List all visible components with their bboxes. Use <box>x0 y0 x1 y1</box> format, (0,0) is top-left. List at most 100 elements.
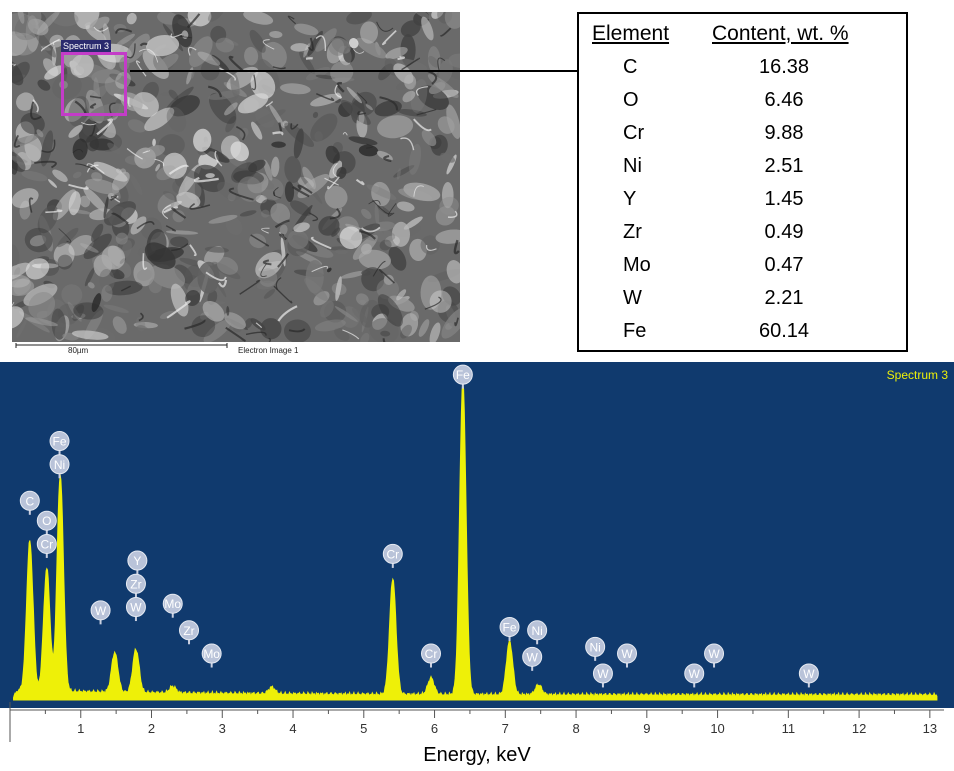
x-axis-band <box>0 708 954 742</box>
spectrum-region-box <box>61 52 127 116</box>
peak-label: Cr <box>36 533 57 558</box>
sem-info-bar <box>12 342 460 356</box>
svg-text:Fe: Fe <box>53 435 67 449</box>
x-tick-label: 13 <box>923 721 937 736</box>
content-cell: 9.88 <box>764 122 804 144</box>
table-row: Y 1.45 <box>579 188 906 222</box>
peak-label: Ni <box>527 620 548 645</box>
svg-text:W: W <box>708 647 720 661</box>
svg-text:Cr: Cr <box>425 647 438 661</box>
peak-label: W <box>704 643 725 668</box>
peak-label: W <box>798 663 819 688</box>
peak-label: W <box>684 663 705 688</box>
peak-label: W <box>592 663 613 688</box>
x-tick-label: 7 <box>502 721 509 736</box>
electron-image-label: Electron Image 1 <box>238 346 299 355</box>
x-tick-label: 9 <box>643 721 650 736</box>
content-cell: 2.51 <box>764 155 804 177</box>
x-axis-label: Energy, keV <box>423 744 531 766</box>
svg-text:O: O <box>42 514 51 528</box>
peak-label: Fe <box>452 364 473 389</box>
scale-bar-icon <box>15 343 228 348</box>
table-row: O 6.46 <box>579 89 906 123</box>
table-row: Zr 0.49 <box>579 221 906 255</box>
content-cell: 2.21 <box>764 287 804 309</box>
spectrum-region-label: Spectrum 3 <box>61 40 112 52</box>
content-cell: 60.14 <box>758 320 810 342</box>
peak-label: C <box>19 490 40 515</box>
element-cell: Cr <box>623 122 645 144</box>
svg-text:Mo: Mo <box>203 647 220 661</box>
svg-text:W: W <box>130 601 142 615</box>
x-tick-label: 4 <box>289 721 296 736</box>
element-cell: C <box>623 56 638 78</box>
element-cell: Ni <box>623 155 642 177</box>
header-content: Content, wt. % <box>712 22 849 45</box>
peak-label: W <box>522 646 543 671</box>
peak-label: Y <box>127 550 148 575</box>
x-tick-label: 8 <box>572 721 579 736</box>
svg-text:Y: Y <box>133 554 141 568</box>
x-tick-label: 5 <box>360 721 367 736</box>
peak-label: Ni <box>49 454 70 479</box>
peak-label: W <box>90 600 111 625</box>
svg-text:Ni: Ni <box>589 640 600 654</box>
svg-text:Zr: Zr <box>130 577 141 591</box>
peak-label: Cr <box>421 643 442 668</box>
content-cell: 1.45 <box>764 188 804 210</box>
x-tick-label: 12 <box>852 721 866 736</box>
table-row: Fe 60.14 <box>579 320 906 354</box>
element-cell: W <box>623 287 642 309</box>
element-cell: Y <box>623 188 637 210</box>
svg-text:Ni: Ni <box>531 624 542 638</box>
svg-text:W: W <box>803 667 815 681</box>
svg-text:Zr: Zr <box>183 624 194 638</box>
peak-label: O <box>36 510 57 535</box>
peak-label: Zr <box>125 573 146 598</box>
scale-bar-label: 80µm <box>68 346 89 355</box>
sem-micrograph <box>12 12 460 342</box>
element-cell: Zr <box>623 221 642 243</box>
svg-text:Ni: Ni <box>54 458 65 472</box>
composition-table: Element Content, wt. % C 16.38 O 6.46 Cr 9.… <box>577 12 908 352</box>
table-row: Mo 0.47 <box>579 254 906 288</box>
element-cell: Mo <box>623 254 651 276</box>
element-cell: O <box>623 89 639 111</box>
content-cell: 0.47 <box>764 254 804 276</box>
content-cell: 16.38 <box>758 56 810 78</box>
svg-text:C: C <box>25 494 34 508</box>
x-tick-label: 6 <box>431 721 438 736</box>
peak-label: W <box>617 643 638 668</box>
table-row: Ni 2.51 <box>579 155 906 189</box>
peak-label: Fe <box>49 431 70 456</box>
plot-background <box>0 362 954 708</box>
svg-text:Cr: Cr <box>386 547 399 561</box>
x-tick-label: 10 <box>710 721 724 736</box>
table-row: C 16.38 <box>579 56 906 90</box>
x-tick-label: 2 <box>148 721 155 736</box>
header-element: Element <box>592 22 670 45</box>
peak-label: Ni <box>585 636 606 661</box>
svg-text:W: W <box>527 650 539 664</box>
peak-label: Mo <box>201 643 222 668</box>
peak-label: Mo <box>162 593 183 618</box>
svg-text:Cr: Cr <box>40 537 53 551</box>
peak-label: W <box>125 597 146 622</box>
x-tick-label: 1 <box>77 721 84 736</box>
content-cell: 6.46 <box>764 89 804 111</box>
svg-text:W: W <box>597 667 609 681</box>
svg-text:Mo: Mo <box>164 597 181 611</box>
sem-texture <box>12 12 460 342</box>
content-cell: 0.49 <box>764 221 804 243</box>
element-cell: Fe <box>623 320 647 342</box>
x-tick-label: 3 <box>219 721 226 736</box>
peak-label: Fe <box>499 616 520 641</box>
table-row: W 2.21 <box>579 287 906 321</box>
chart-title: Spectrum 3 <box>887 368 949 382</box>
x-tick-label: 11 <box>782 721 796 736</box>
spectrum-series <box>12 382 938 701</box>
leader-line <box>130 70 580 72</box>
peak-label: Zr <box>179 620 200 645</box>
svg-text:W: W <box>689 667 701 681</box>
